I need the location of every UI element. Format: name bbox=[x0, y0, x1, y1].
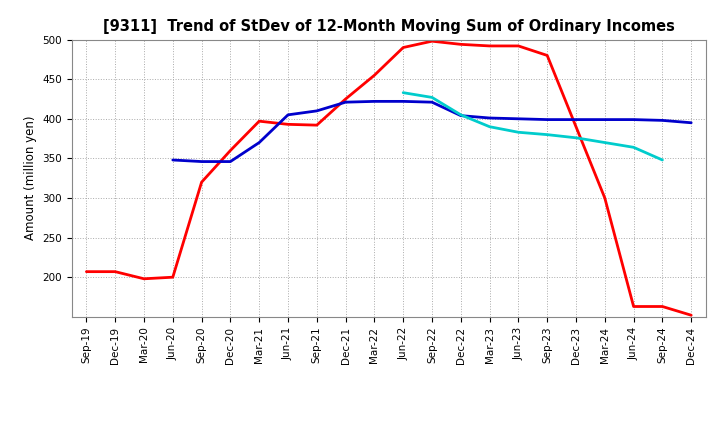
7 Years bbox=[629, 145, 638, 150]
Y-axis label: Amount (million yen): Amount (million yen) bbox=[24, 116, 37, 240]
5 Years bbox=[255, 140, 264, 145]
3 Years bbox=[284, 122, 292, 127]
3 Years bbox=[341, 96, 350, 102]
7 Years bbox=[485, 124, 494, 129]
3 Years bbox=[687, 312, 696, 318]
7 Years bbox=[543, 132, 552, 137]
3 Years bbox=[312, 122, 321, 128]
5 Years bbox=[600, 117, 609, 122]
7 Years bbox=[514, 130, 523, 135]
3 Years bbox=[111, 269, 120, 274]
3 Years bbox=[370, 73, 379, 78]
Line: 5 Years: 5 Years bbox=[173, 101, 691, 161]
3 Years bbox=[600, 195, 609, 201]
Line: 3 Years: 3 Years bbox=[86, 41, 691, 315]
5 Years bbox=[370, 99, 379, 104]
3 Years bbox=[456, 42, 465, 47]
5 Years bbox=[399, 99, 408, 104]
7 Years bbox=[600, 140, 609, 145]
5 Years bbox=[226, 159, 235, 164]
7 Years bbox=[399, 90, 408, 95]
5 Years bbox=[428, 99, 436, 105]
3 Years bbox=[82, 269, 91, 274]
3 Years bbox=[428, 39, 436, 44]
5 Years bbox=[341, 99, 350, 105]
7 Years bbox=[658, 158, 667, 163]
5 Years bbox=[168, 158, 177, 163]
7 Years bbox=[456, 112, 465, 117]
5 Years bbox=[572, 117, 580, 122]
5 Years bbox=[312, 108, 321, 114]
3 Years bbox=[514, 43, 523, 48]
3 Years bbox=[485, 43, 494, 48]
Title: [9311]  Trend of StDev of 12-Month Moving Sum of Ordinary Incomes: [9311] Trend of StDev of 12-Month Moving… bbox=[103, 19, 675, 34]
5 Years bbox=[284, 112, 292, 117]
3 Years bbox=[629, 304, 638, 309]
5 Years bbox=[658, 118, 667, 123]
7 Years bbox=[572, 135, 580, 140]
3 Years bbox=[399, 45, 408, 50]
3 Years bbox=[658, 304, 667, 309]
3 Years bbox=[168, 275, 177, 280]
3 Years bbox=[255, 118, 264, 124]
5 Years bbox=[197, 159, 206, 164]
3 Years bbox=[226, 148, 235, 153]
3 Years bbox=[197, 180, 206, 185]
Line: 7 Years: 7 Years bbox=[403, 93, 662, 160]
5 Years bbox=[514, 116, 523, 121]
3 Years bbox=[572, 124, 580, 129]
5 Years bbox=[687, 120, 696, 125]
3 Years bbox=[140, 276, 148, 282]
5 Years bbox=[456, 113, 465, 118]
3 Years bbox=[543, 53, 552, 58]
7 Years bbox=[428, 95, 436, 100]
5 Years bbox=[485, 115, 494, 121]
5 Years bbox=[629, 117, 638, 122]
5 Years bbox=[543, 117, 552, 122]
